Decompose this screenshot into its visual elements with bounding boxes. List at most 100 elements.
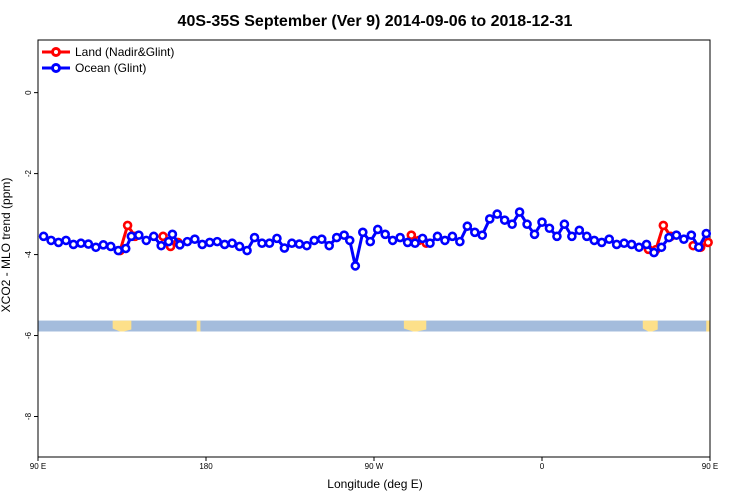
ocean-point-48 — [387, 235, 398, 246]
ocean-point-14 — [141, 235, 152, 246]
x-tick-label-1: 180 — [199, 462, 213, 471]
ocean-point-18 — [167, 229, 178, 240]
land-patch-0 — [112, 320, 132, 332]
ocean-point-38 — [316, 234, 327, 244]
ocean-point-60 — [477, 230, 488, 240]
ocean-point-12 — [126, 231, 137, 242]
land-patch-2 — [403, 320, 427, 332]
ocean-point-70 — [552, 231, 562, 242]
ocean-point-79 — [619, 238, 629, 249]
plot-frame — [37, 39, 711, 458]
ocean-point-66 — [522, 219, 532, 230]
ocean-point-35 — [294, 239, 305, 249]
ocean-point-64 — [507, 219, 517, 230]
ocean-point-90 — [701, 228, 712, 239]
ocean-point-52 — [417, 233, 428, 244]
ocean-point-30 — [257, 238, 267, 249]
legend-label-land: Land (Nadir&Glint) — [75, 45, 174, 59]
ocean-point-87 — [679, 234, 689, 244]
ocean-point-49 — [395, 232, 405, 243]
land-point-3-2 — [658, 220, 669, 231]
ocean-point-4 — [68, 239, 79, 250]
ocean-point-9 — [106, 241, 116, 252]
land-patch-4 — [706, 320, 711, 332]
ocean-point-73 — [574, 225, 585, 236]
chart-title: 40S-35S September (Ver 9) 2014-09-06 to … — [178, 13, 573, 30]
ocean-point-34 — [287, 238, 297, 249]
ocean-point-16 — [156, 240, 166, 251]
ocean-point-55 — [440, 235, 450, 246]
ocean-point-32 — [272, 233, 282, 244]
ocean-point-21 — [190, 234, 200, 244]
ocean-point-63 — [499, 215, 510, 225]
ocean-point-85 — [664, 232, 674, 243]
ocean-point-22 — [197, 239, 208, 250]
ocean-point-20 — [182, 236, 193, 247]
ocean-point-36 — [301, 240, 312, 251]
ocean-point-2 — [53, 237, 64, 248]
y-axis-label: XCO2 - MLO trend (ppm) — [0, 178, 13, 313]
ocean-point-77 — [604, 234, 615, 244]
ocean-point-0 — [38, 231, 49, 242]
ocean-point-15 — [148, 231, 159, 242]
ocean-point-72 — [567, 231, 577, 242]
ocean-point-65 — [514, 207, 525, 217]
land-point-0-1 — [122, 220, 133, 231]
ocean-point-27 — [234, 241, 245, 252]
y-tick-label-0: 0 — [24, 90, 33, 95]
y-tick-label-4: -8 — [24, 412, 33, 420]
ocean-point-33 — [279, 243, 290, 253]
land-patch-3 — [642, 320, 658, 332]
legend-marker-ocean — [51, 63, 61, 73]
ocean-point-83 — [649, 247, 659, 258]
ocean-point-75 — [589, 235, 600, 246]
ocean-point-80 — [626, 239, 637, 250]
ocean-point-50 — [402, 237, 413, 248]
ocean-point-61 — [484, 214, 495, 224]
ocean-point-54 — [432, 231, 443, 242]
land-point-1-0 — [158, 231, 168, 242]
x-tick-label-0: 90 E — [30, 462, 46, 471]
legend-marker-land — [51, 47, 61, 57]
ocean-point-29 — [249, 232, 260, 243]
ocean-point-37 — [309, 235, 320, 246]
ocean-point-13 — [134, 230, 144, 240]
ocean-point-53 — [425, 238, 435, 249]
ocean-point-76 — [596, 237, 607, 248]
series-layer — [38, 207, 713, 271]
ocean-point-86 — [671, 230, 682, 240]
ocean-point-6 — [83, 239, 94, 249]
ocean-point-10 — [113, 245, 124, 256]
ocean-point-28 — [242, 245, 252, 256]
ocean-point-8 — [98, 240, 109, 250]
x-tick-label-4: 90 E — [702, 462, 718, 471]
ocean-point-17 — [163, 236, 174, 247]
land-point-2-0 — [406, 230, 417, 240]
ocean-point-7 — [91, 242, 101, 253]
axes: 90 E 180 90 W 0 90 E 0 -2 -4 -6 -8 — [24, 90, 718, 471]
ocean-point-31 — [264, 238, 275, 249]
ocean-point-1 — [46, 235, 56, 246]
ocean-point-39 — [324, 240, 335, 251]
y-tick-label-3: -6 — [24, 331, 33, 339]
ocean-point-56 — [447, 231, 458, 242]
ocean-point-5 — [76, 238, 86, 249]
land-ocean-band — [38, 320, 711, 332]
legend: Land (Nadir&Glint) Ocean (Glint) — [42, 45, 174, 75]
ocean-point-68 — [537, 217, 547, 227]
ocean-point-24 — [212, 236, 222, 247]
ocean-point-71 — [559, 219, 570, 230]
x-axis-label: Longitude (deg E) — [327, 477, 422, 491]
ocean-point-47 — [380, 229, 391, 240]
ocean-point-84 — [656, 242, 667, 253]
ocean-point-74 — [581, 231, 592, 242]
ocean-point-41 — [339, 230, 349, 240]
x-tick-label-3: 0 — [540, 462, 545, 471]
ocean-point-89 — [693, 242, 704, 253]
y-tick-label-2: -4 — [24, 250, 33, 258]
ocean-point-67 — [529, 229, 540, 240]
ocean-point-58 — [462, 221, 473, 232]
ocean-point-23 — [204, 237, 215, 248]
y-tick-label-1: -2 — [24, 170, 33, 178]
